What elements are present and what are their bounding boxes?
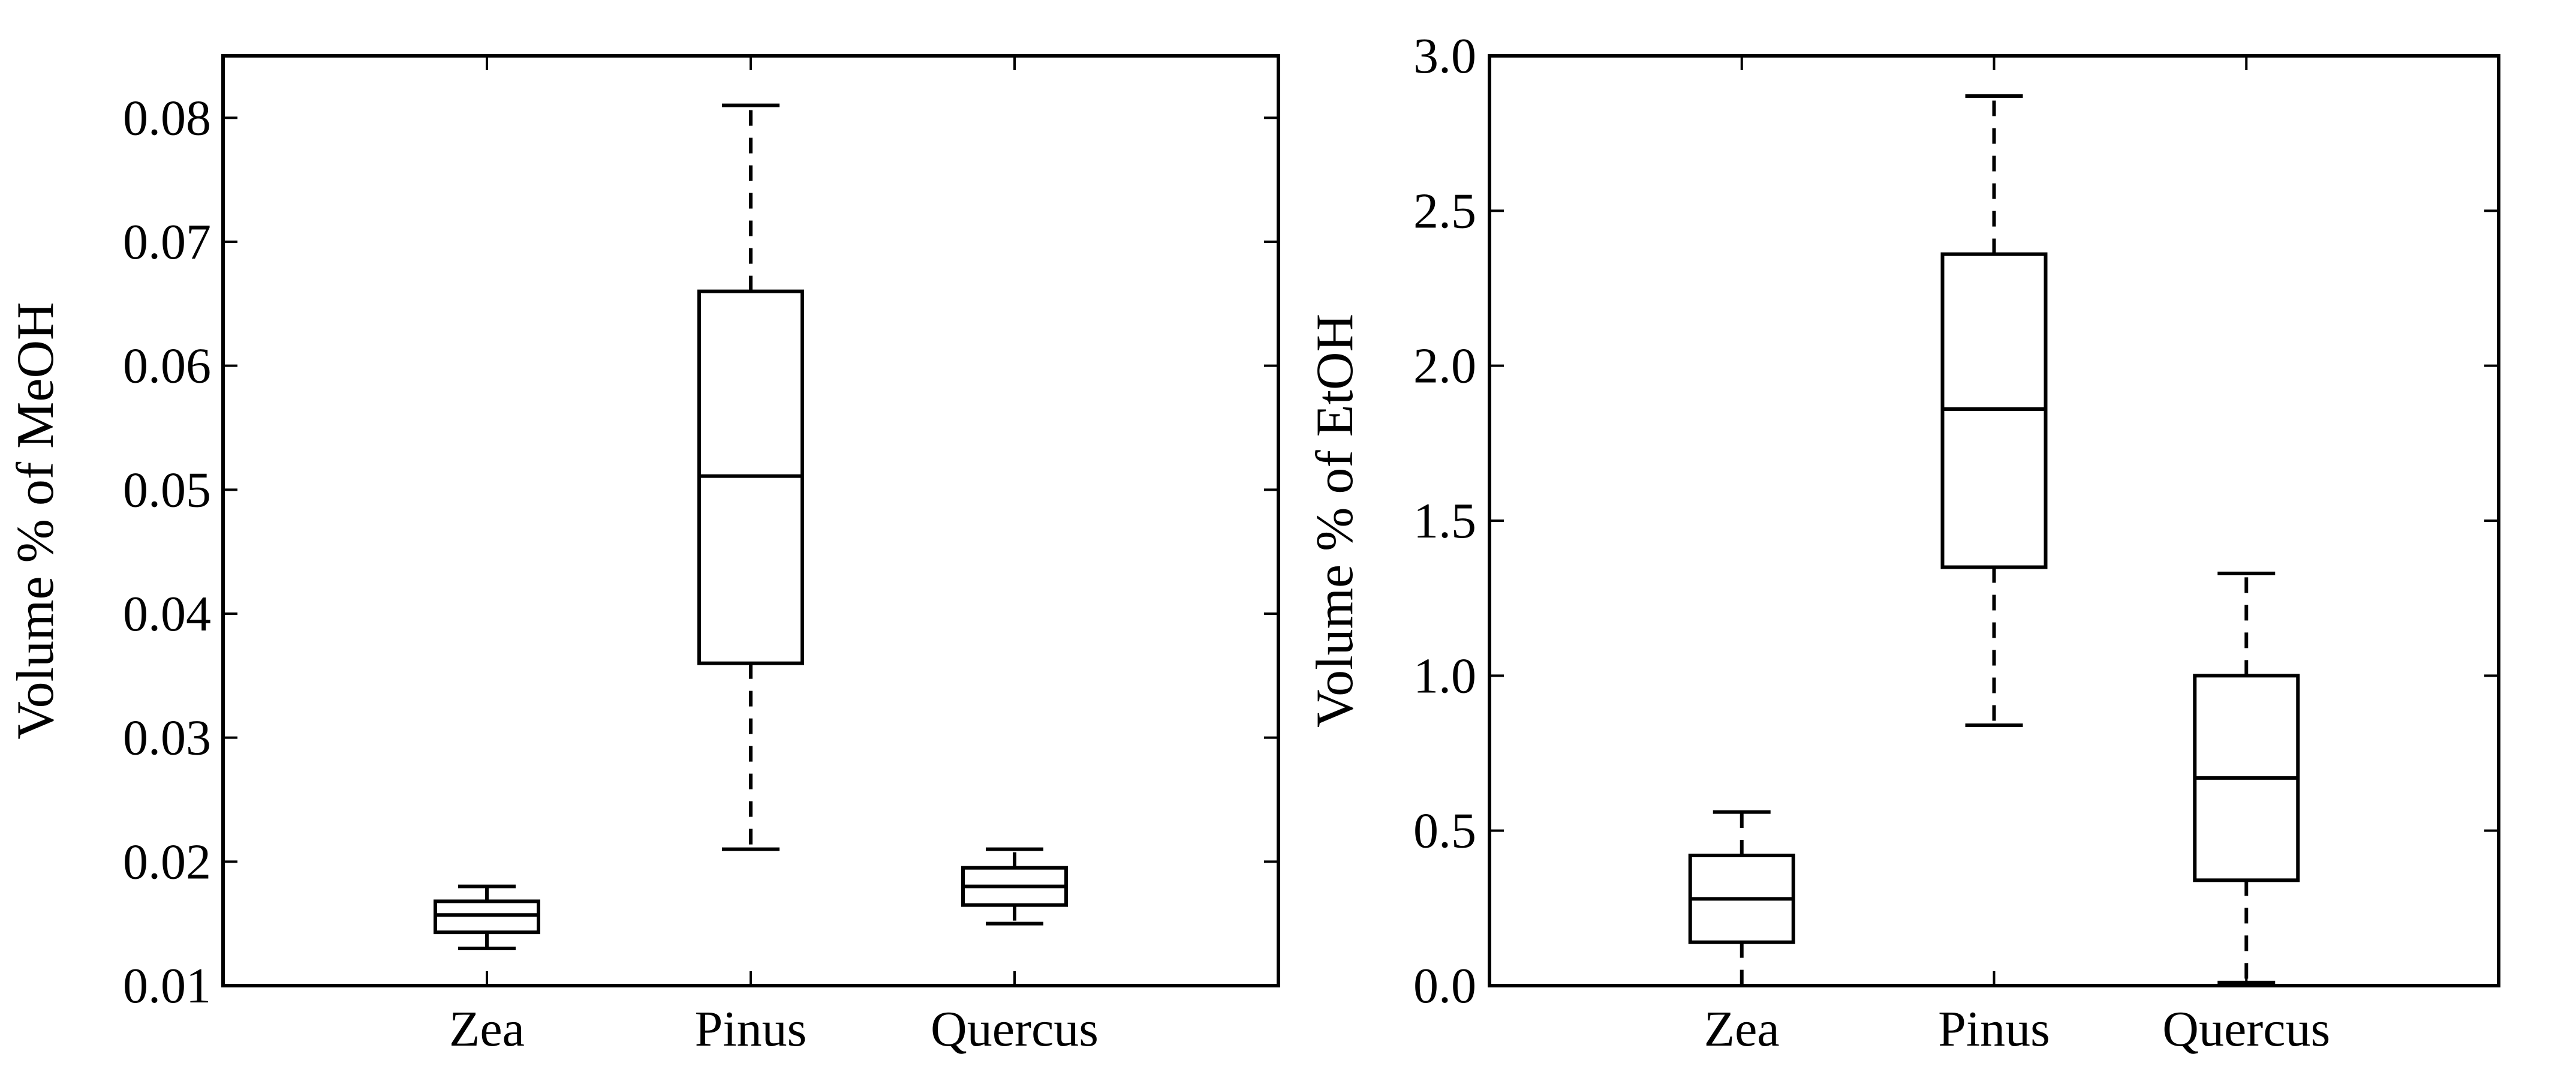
box-zea (434, 884, 540, 950)
y-tick-label: 2.0 (1413, 338, 1476, 394)
y-tick-label: 0.05 (123, 462, 211, 518)
y-tick-label: 0.07 (123, 214, 211, 270)
y-axis-label: Volume % of EtOH (1306, 314, 1364, 728)
x-tick-label: Pinus (695, 1001, 807, 1057)
box-zea (1688, 810, 1795, 987)
y-tick-label: 1.0 (1413, 648, 1476, 704)
y-tick-label: 0.0 (1413, 958, 1476, 1014)
y-tick-label: 0.06 (123, 338, 211, 394)
y-tick-label: 0.5 (1413, 803, 1476, 859)
box-quercus (2193, 571, 2300, 984)
x-tick-label: Pinus (1938, 1001, 2050, 1057)
y-tick-label: 1.5 (1413, 493, 1476, 549)
x-tick-label: Zea (449, 1001, 525, 1057)
box-pinus (1940, 94, 2048, 727)
y-tick-label: 0.01 (123, 958, 211, 1014)
y-tick-label: 3.0 (1413, 28, 1476, 84)
x-tick-label: Quercus (931, 1001, 1099, 1057)
y-tick-label: 0.02 (123, 834, 211, 890)
y-tick-label: 2.5 (1413, 183, 1476, 239)
box-quercus (961, 847, 1068, 926)
y-axis-label: Volume % of MeOH (7, 302, 65, 739)
etoh-boxplot-panel: 0.0 0.5 1.0 1.5 2.0 2.5 3.0 Zea Pinus Quercus Volu… (1306, 28, 2500, 1057)
y-tick-label: 0.04 (123, 586, 211, 642)
y-tick-label: 0.08 (123, 90, 211, 146)
box-pinus (697, 103, 804, 851)
y-tick-label: 0.03 (123, 710, 211, 766)
x-tick-label: Zea (1704, 1001, 1780, 1057)
meoh-boxplot-panel: 0.01 0.02 0.03 0.04 0.05 0.06 0.07 0.08 Zea Pinus… (7, 54, 1280, 1057)
x-tick-label: Quercus (2162, 1001, 2330, 1057)
iqr-box (434, 899, 540, 935)
